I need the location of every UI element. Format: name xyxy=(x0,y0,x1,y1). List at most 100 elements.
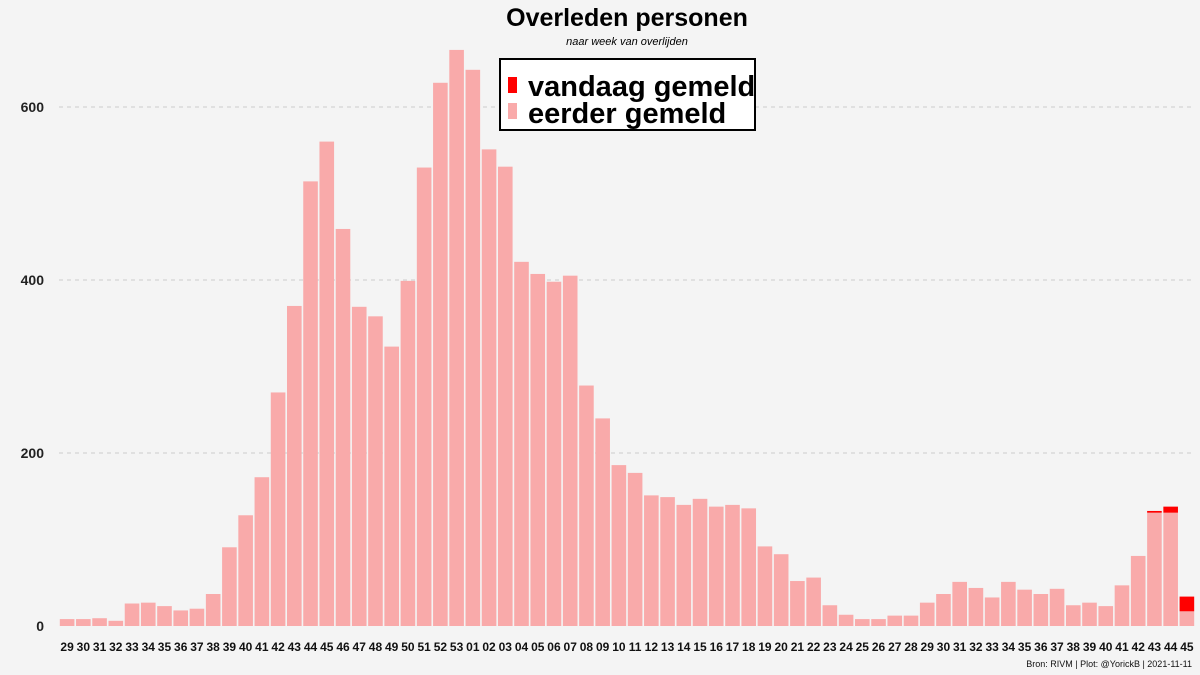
x-tick-label: 40 xyxy=(239,640,253,654)
x-tick-label: 42 xyxy=(1132,640,1146,654)
x-tick-label: 01 xyxy=(466,640,480,654)
legend: vandaag gemeld eerder gemeld xyxy=(499,58,756,131)
x-tick-label: 51 xyxy=(417,640,431,654)
bar-eerder xyxy=(1049,588,1065,626)
chart-subtitle: naar week van overlijden xyxy=(566,36,688,48)
bar-eerder xyxy=(205,593,221,626)
bar-eerder xyxy=(335,228,351,626)
bar-eerder xyxy=(1130,555,1146,626)
x-tick-label: 47 xyxy=(353,640,367,654)
x-tick-label: 30 xyxy=(77,640,91,654)
x-tick-label: 44 xyxy=(304,640,318,654)
x-tick-label: 46 xyxy=(336,640,350,654)
x-tick-label: 09 xyxy=(596,640,610,654)
x-tick-label: 28 xyxy=(904,640,918,654)
bar-eerder xyxy=(254,477,270,626)
x-tick-label: 37 xyxy=(1050,640,1064,654)
x-tick-label: 39 xyxy=(1083,640,1097,654)
x-tick-label: 32 xyxy=(109,640,123,654)
bar-eerder xyxy=(481,149,497,626)
bar-eerder xyxy=(1114,585,1130,626)
x-tick-label: 33 xyxy=(985,640,999,654)
x-tick-label: 21 xyxy=(791,640,805,654)
x-tick-label: 11 xyxy=(629,640,642,654)
x-tick-label: 35 xyxy=(158,640,172,654)
bar-eerder xyxy=(546,281,562,626)
x-tick-label: 17 xyxy=(726,640,740,654)
bar-eerder xyxy=(1033,593,1049,626)
bar-eerder xyxy=(903,615,919,626)
bar-vandaag xyxy=(1179,596,1195,612)
x-tick-label: 12 xyxy=(645,640,659,654)
bar-eerder xyxy=(384,346,399,626)
bar-eerder xyxy=(368,316,383,626)
bar-eerder xyxy=(59,619,75,626)
x-tick-label: 34 xyxy=(142,640,156,654)
x-tick-label: 38 xyxy=(206,640,220,654)
bar-eerder xyxy=(725,504,740,626)
bar-eerder xyxy=(140,602,156,626)
bar-eerder xyxy=(919,602,935,626)
source-caption: Bron: RIVM | Plot: @YorickB | 2021-11-11 xyxy=(1026,659,1192,669)
bar-eerder xyxy=(562,275,578,626)
bar-eerder xyxy=(806,577,821,626)
bar-eerder xyxy=(611,465,627,626)
bar-eerder xyxy=(157,606,172,626)
bar-eerder xyxy=(238,515,253,626)
x-tick-label: 27 xyxy=(888,640,902,654)
x-tick-label: 22 xyxy=(807,640,821,654)
chart-title: Overleden personen xyxy=(506,4,748,32)
x-tick-label: 41 xyxy=(255,640,269,654)
legend-swatch-eerder xyxy=(508,103,517,119)
bar-eerder xyxy=(1017,589,1032,626)
x-tick-label: 31 xyxy=(953,640,967,654)
bar-eerder xyxy=(497,166,513,626)
bar-eerder xyxy=(449,49,464,627)
x-tick-label: 53 xyxy=(450,640,464,654)
x-tick-label: 10 xyxy=(612,640,626,654)
x-tick-label: 41 xyxy=(1115,640,1129,654)
x-tick-label: 50 xyxy=(401,640,415,654)
x-tick-label: 35 xyxy=(1018,640,1032,654)
x-tick-label: 30 xyxy=(937,640,951,654)
bar-eerder xyxy=(644,495,659,626)
bar-eerder xyxy=(790,581,805,626)
bar-eerder xyxy=(595,418,610,626)
legend-box xyxy=(499,58,756,131)
x-tick-label: 03 xyxy=(499,640,513,654)
bar-eerder xyxy=(222,547,237,626)
bar-eerder xyxy=(741,508,757,626)
legend-label-eerder: eerder gemeld xyxy=(528,98,726,130)
x-tick-label: 44 xyxy=(1164,640,1178,654)
gridlines xyxy=(59,106,1195,454)
x-tick-label: 20 xyxy=(774,640,788,654)
x-tick-label: 48 xyxy=(369,640,383,654)
x-tick-label: 40 xyxy=(1099,640,1113,654)
bar-eerder xyxy=(433,82,448,626)
bar-eerder xyxy=(514,261,529,626)
bar-eerder xyxy=(189,608,205,626)
bar-eerder xyxy=(1098,606,1114,626)
x-tick-label: 38 xyxy=(1067,640,1081,654)
x-tick-label: 36 xyxy=(174,640,188,654)
bar-eerder xyxy=(173,610,189,626)
bar-eerder xyxy=(287,305,302,626)
x-tick-label: 19 xyxy=(758,640,772,654)
bar-eerder xyxy=(108,620,124,626)
x-tick-label: 39 xyxy=(223,640,237,654)
bar-eerder xyxy=(270,392,286,626)
x-tick-label: 26 xyxy=(872,640,886,654)
bar-eerder xyxy=(465,69,481,627)
bar-eerder xyxy=(1001,581,1016,626)
bars xyxy=(59,49,1195,627)
bar-eerder xyxy=(1163,512,1178,626)
y-tick-label: 600 xyxy=(21,99,45,115)
bar-eerder xyxy=(400,280,416,626)
x-tick-label: 25 xyxy=(856,640,870,654)
x-tick-label: 52 xyxy=(434,640,448,654)
x-tick-label: 29 xyxy=(921,640,935,654)
x-tick-label: 13 xyxy=(661,640,675,654)
bar-eerder xyxy=(351,306,367,626)
bar-eerder xyxy=(676,504,692,626)
x-tick-label: 02 xyxy=(482,640,496,654)
